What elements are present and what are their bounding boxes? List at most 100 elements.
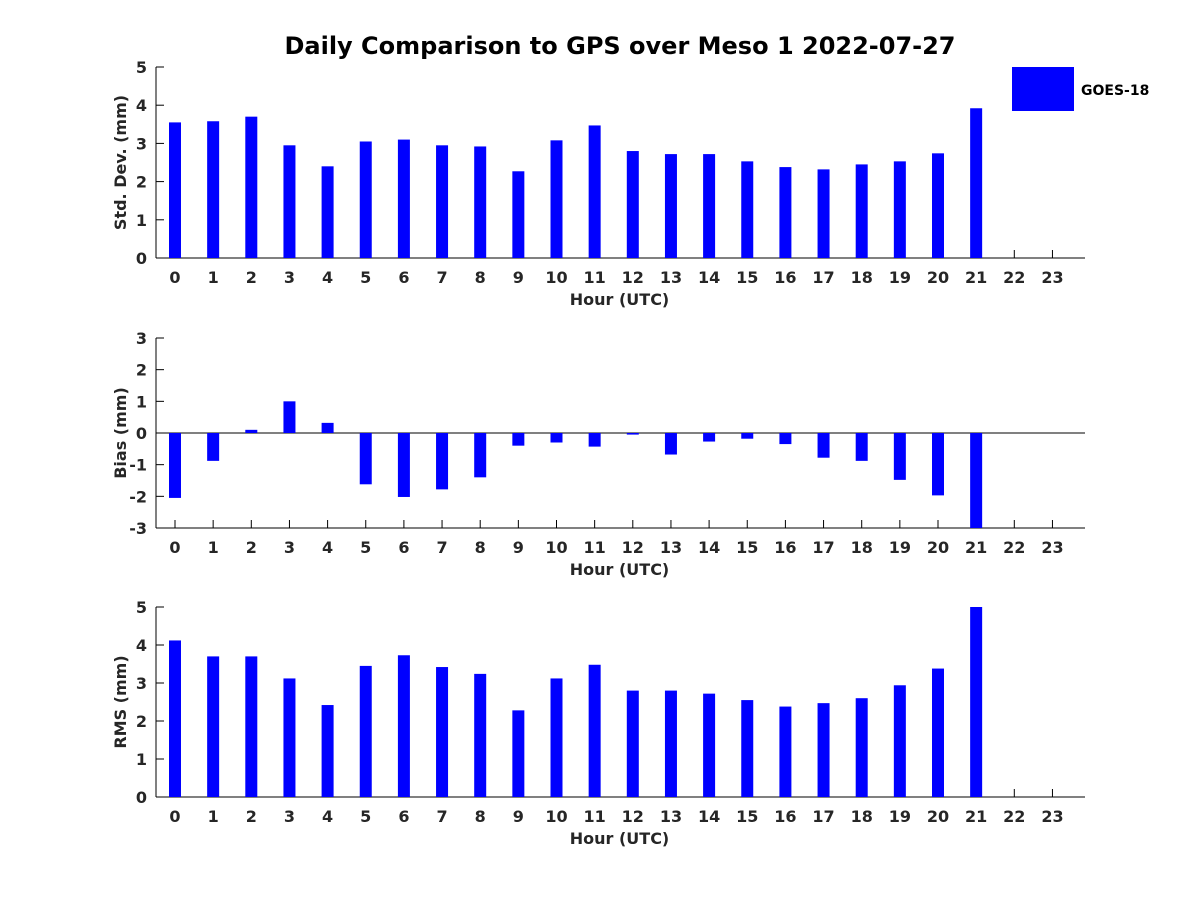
bar-bias-21 [970,433,983,528]
x-tick-label: 22 [1003,268,1025,287]
y-tick-label: 3 [136,329,147,348]
bar-std-11 [588,125,601,258]
bar-std-16 [779,167,792,258]
x-tick-label: 10 [545,538,567,557]
x-tick-label: 17 [812,538,834,557]
bar-rms-6 [397,655,410,797]
x-tick-label: 14 [698,807,720,826]
y-tick-label: 4 [136,96,147,115]
y-tick-label: -1 [129,456,147,475]
y-axis-label: Bias (mm) [111,387,130,479]
x-tick-label: 13 [660,268,682,287]
bar-std-21 [970,108,983,258]
x-axis-label: Hour (UTC) [570,560,670,579]
bar-bias-16 [779,433,792,445]
bar-rms-13 [664,690,677,797]
x-tick-label: 4 [322,807,333,826]
x-tick-label: 16 [774,807,796,826]
x-tick-label: 10 [545,268,567,287]
bar-rms-5 [359,665,372,797]
bar-std-8 [474,146,487,258]
bar-rms-4 [321,705,334,797]
x-tick-label: 1 [208,538,219,557]
x-tick-label: 18 [851,807,873,826]
y-tick-label: 2 [136,361,147,380]
y-tick-label: -3 [129,519,147,538]
bar-rms-2 [245,656,258,797]
bar-bias-13 [664,433,677,455]
y-axis-label: Std. Dev. (mm) [111,95,130,230]
x-tick-label: 16 [774,268,796,287]
bar-bias-19 [893,433,906,480]
x-tick-label: 4 [322,268,333,287]
x-tick-label: 9 [513,807,524,826]
x-tick-label: 6 [398,538,409,557]
bar-rms-14 [703,693,716,797]
bar-bias-6 [397,433,410,497]
y-tick-label: 5 [136,598,147,617]
x-tick-label: 5 [360,268,371,287]
x-tick-label: 0 [169,538,180,557]
y-tick-label: 3 [136,134,147,153]
x-tick-label: 23 [1041,268,1063,287]
x-tick-label: 8 [475,538,486,557]
x-tick-label: 21 [965,538,987,557]
bar-std-12 [626,151,639,258]
y-tick-label: 4 [136,636,147,655]
x-tick-label: 0 [169,268,180,287]
x-tick-label: 3 [284,538,295,557]
x-tick-label: 12 [622,538,644,557]
y-tick-label: 0 [136,424,147,443]
legend: GOES-18 [1012,67,1149,111]
bar-bias-15 [741,433,754,439]
bar-std-9 [512,171,525,258]
x-tick-label: 21 [965,268,987,287]
x-tick-label: 16 [774,538,796,557]
bar-bias-1 [207,433,220,461]
y-tick-label: 1 [136,392,147,411]
x-tick-label: 17 [812,268,834,287]
x-tick-label: 12 [622,268,644,287]
bar-rms-12 [626,690,639,797]
legend-swatch [1012,67,1074,111]
bar-rms-11 [588,664,601,797]
x-tick-label: 19 [889,807,911,826]
x-tick-label: 14 [698,538,720,557]
x-tick-label: 19 [889,268,911,287]
bar-rms-9 [512,710,525,797]
x-tick-label: 3 [284,268,295,287]
bar-std-18 [855,164,868,258]
x-tick-label: 7 [436,268,447,287]
y-tick-label: 3 [136,674,147,693]
x-tick-label: 1 [208,268,219,287]
bar-rms-8 [474,673,487,797]
y-tick-label: 2 [136,712,147,731]
bar-bias-5 [359,433,372,485]
bar-rms-1 [207,656,220,797]
y-tick-label: 5 [136,58,147,77]
bar-bias-14 [703,433,716,442]
x-tick-label: 15 [736,268,758,287]
x-tick-label: 1 [208,807,219,826]
x-tick-label: 5 [360,807,371,826]
bar-std-17 [817,169,830,258]
x-tick-label: 15 [736,807,758,826]
bar-std-20 [932,153,944,258]
x-tick-label: 23 [1041,538,1063,557]
x-tick-label: 9 [513,538,524,557]
bar-std-13 [664,154,677,258]
bar-bias-20 [932,433,944,496]
bar-std-19 [893,161,906,258]
x-tick-label: 2 [246,807,257,826]
x-tick-label: 13 [660,538,682,557]
bar-std-1 [207,121,220,258]
x-tick-label: 17 [812,807,834,826]
bar-rms-16 [779,706,792,797]
x-tick-label: 13 [660,807,682,826]
x-tick-label: 21 [965,807,987,826]
x-tick-label: 20 [927,538,949,557]
